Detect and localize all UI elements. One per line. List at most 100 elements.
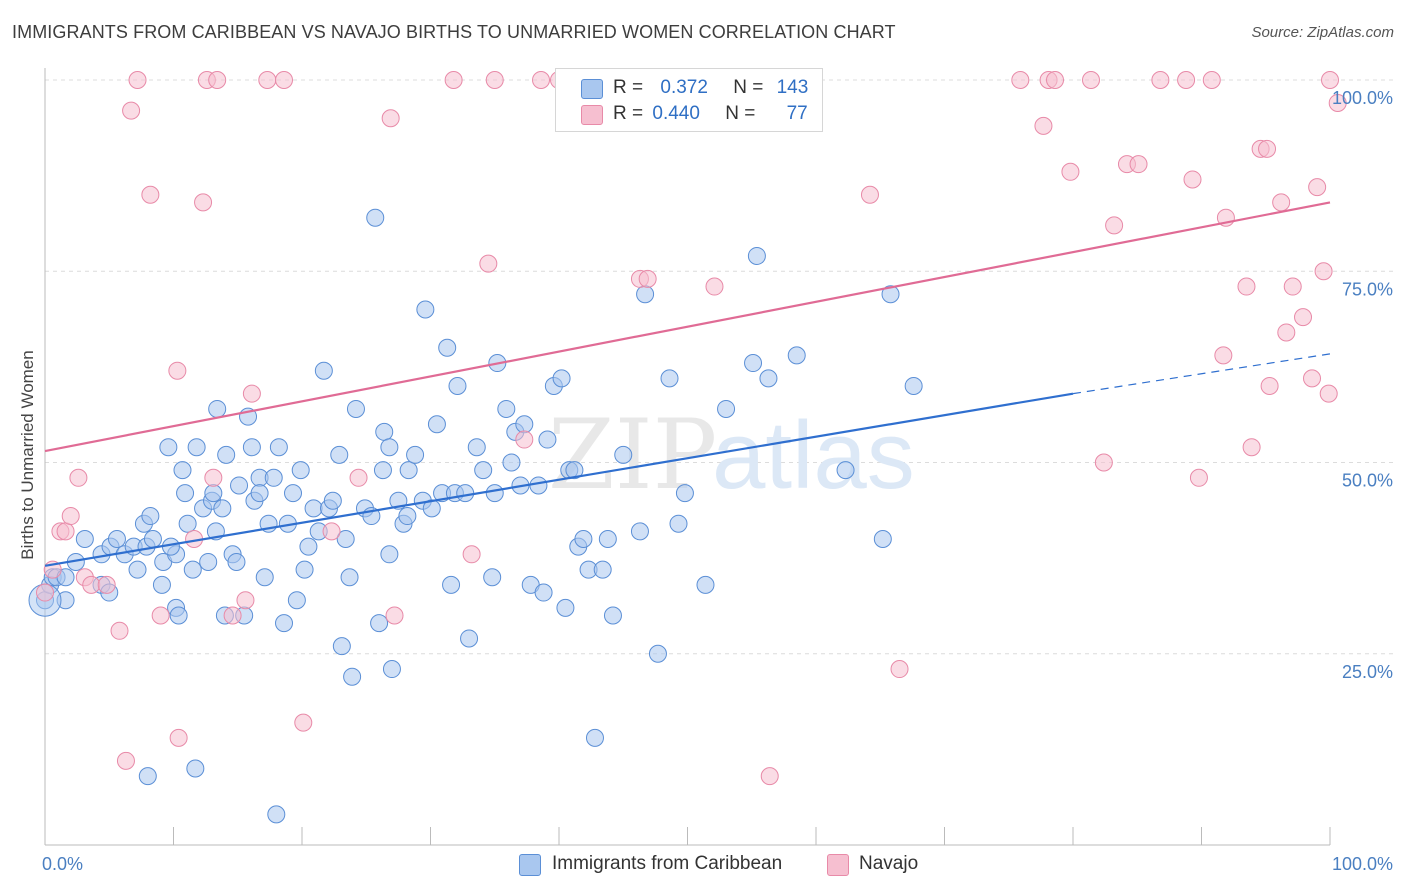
navajo-point <box>1061 162 1080 181</box>
navajo-point <box>1294 308 1313 327</box>
series-caribbean-points <box>28 208 923 824</box>
caribbean-point <box>366 208 385 227</box>
caribbean-point <box>217 445 236 464</box>
navajo-point <box>151 606 170 625</box>
caribbean-point <box>375 422 394 441</box>
caribbean-point <box>552 369 571 388</box>
caribbean-point <box>438 338 457 357</box>
caribbean-point <box>230 476 249 495</box>
legend-r-value-caribbean: 0.372 <box>660 77 708 98</box>
caribbean-point <box>267 805 286 824</box>
caribbean-point <box>556 598 575 617</box>
navajo-point <box>1283 277 1302 296</box>
navajo-point <box>515 430 534 449</box>
caribbean-point <box>128 560 147 579</box>
caribbean-point <box>152 575 171 594</box>
navajo-point <box>1319 384 1338 403</box>
caribbean-point <box>747 246 766 265</box>
caribbean-point <box>515 415 534 434</box>
caribbean-point <box>467 438 486 457</box>
caribbean-point <box>787 346 806 365</box>
caribbean-point <box>370 614 389 633</box>
navajo-point <box>1321 71 1339 89</box>
navajo-point <box>223 606 242 625</box>
caribbean-point <box>406 445 425 464</box>
caribbean-point <box>186 759 205 778</box>
y-axis-label: Births to Unmarried Women <box>18 350 37 559</box>
trend-lines <box>44 201 1331 567</box>
navajo-point <box>638 269 657 288</box>
caribbean-point <box>744 354 763 373</box>
caribbean-point <box>336 530 355 548</box>
caribbean-point <box>275 614 294 633</box>
caribbean-point <box>448 377 467 395</box>
navajo-point <box>385 606 404 625</box>
navajo-point <box>275 71 294 89</box>
caribbean-point <box>346 399 365 418</box>
caribbean-point <box>187 438 206 457</box>
navajo-point <box>1151 71 1170 89</box>
caribbean-point <box>483 568 502 587</box>
caribbean-point <box>213 499 232 518</box>
caribbean-point <box>485 484 504 503</box>
caribbean-point <box>373 461 392 480</box>
y-tick-label: 50.0% <box>1342 471 1393 491</box>
caribbean-point <box>255 568 274 587</box>
navajo-point <box>56 522 75 541</box>
navajo-point <box>128 71 147 89</box>
navajo-point <box>294 713 313 732</box>
caribbean-point <box>287 591 306 610</box>
caribbean-point <box>399 461 418 480</box>
caribbean-point <box>204 484 223 503</box>
navajo-point <box>485 71 504 89</box>
caribbean-point <box>630 522 649 541</box>
navajo-point <box>1011 71 1030 89</box>
caribbean-point <box>314 361 333 380</box>
caribbean-point <box>660 369 679 388</box>
caribbean-point <box>636 285 655 304</box>
series-legend: Immigrants from Caribbean Navajo <box>0 852 1406 878</box>
legend-r-label: R = <box>613 103 644 124</box>
navajo-point <box>1237 277 1256 296</box>
caribbean-point <box>442 575 461 594</box>
navajo-point <box>116 751 135 770</box>
caribbean-point <box>264 468 283 487</box>
navajo-point <box>462 545 481 564</box>
navajo-point <box>168 361 187 380</box>
caribbean-point <box>881 285 900 304</box>
navajo-point <box>1260 377 1279 395</box>
navajo-point <box>322 522 341 541</box>
navajo-point <box>1081 71 1100 89</box>
caribbean-point <box>340 568 359 587</box>
caribbean-point <box>242 438 261 457</box>
navajo-point <box>204 468 223 487</box>
caribbean-point <box>173 461 192 480</box>
legend-n-value-caribbean: 143 <box>776 77 809 98</box>
caribbean-point <box>107 530 126 548</box>
navajo-point <box>860 185 879 204</box>
caribbean-point <box>299 537 318 556</box>
navajo-point <box>1046 71 1065 89</box>
tick-labels: 25.0% 50.0% 75.0% 100.0% 0.0% 100.0% <box>42 88 1393 874</box>
navajo-point <box>479 254 498 273</box>
navajo-point <box>194 193 213 212</box>
navajo-point <box>1308 178 1327 197</box>
x-tick-label: 0.0% <box>42 854 83 874</box>
chart-title: IMMIGRANTS FROM CARIBBEAN VS NAVAJO BIRT… <box>12 22 896 42</box>
correlation-legend: R = 0.372 N = 143 R = 0.440 N = 77 <box>555 68 823 132</box>
caribbean-point <box>460 629 479 648</box>
navajo-point <box>705 277 724 296</box>
caribbean-point <box>474 461 493 480</box>
caribbean-point <box>178 514 197 533</box>
navajo-point <box>1328 93 1347 112</box>
caribbean-point <box>497 399 516 418</box>
caribbean-point <box>199 552 218 571</box>
caribbean-point <box>382 660 401 679</box>
trend-line-caribbean <box>44 392 1074 567</box>
navajo-point <box>236 591 255 610</box>
y-tick-label: 75.0% <box>1342 279 1393 299</box>
caribbean-point <box>836 461 855 480</box>
caribbean-point <box>159 438 178 457</box>
caribbean-point <box>143 530 162 548</box>
